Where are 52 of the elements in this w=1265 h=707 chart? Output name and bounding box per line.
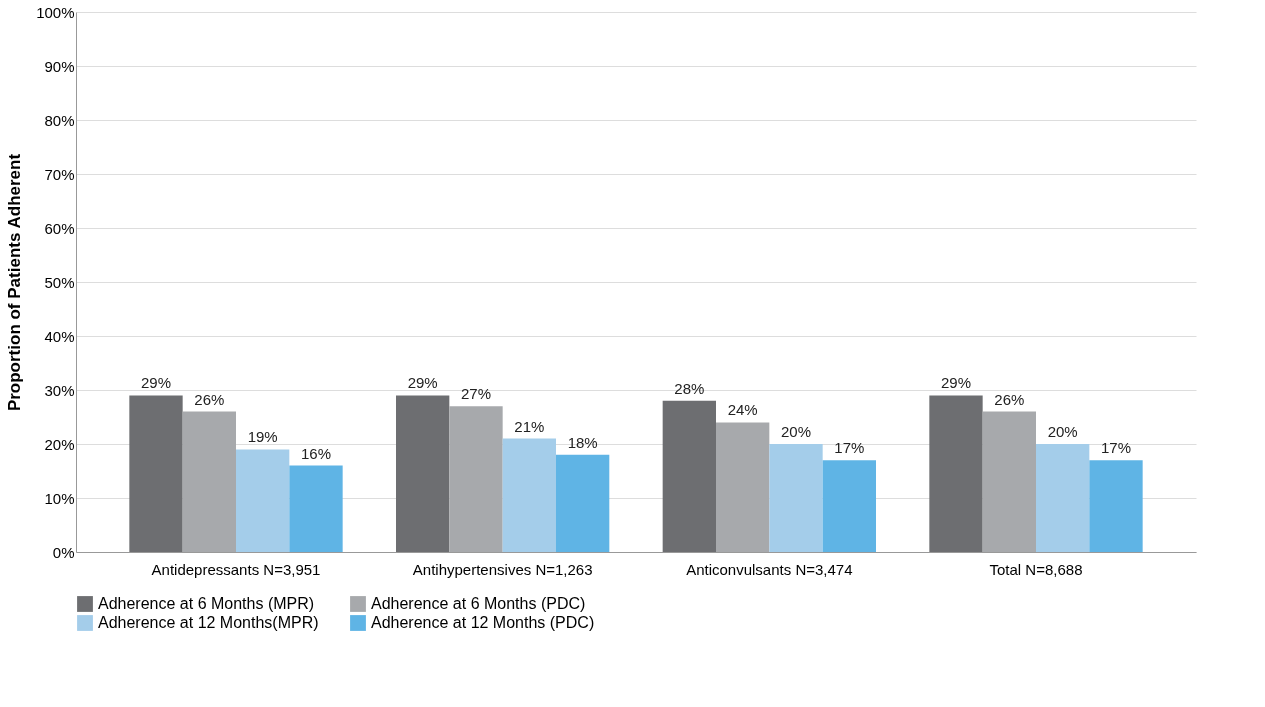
y-tick-label: 30% [44, 381, 75, 399]
y-tick-label: 60% [44, 219, 75, 237]
bar [929, 395, 983, 552]
bar [662, 400, 716, 552]
data-label: 19% [247, 428, 278, 446]
bar [1089, 460, 1143, 552]
legend-label: Adherence at 6 Months (MPR) [98, 595, 315, 612]
legend-label: Adherence at 12 Months(MPR) [98, 614, 319, 631]
data-label: 20% [780, 423, 812, 440]
bar [289, 465, 343, 552]
data-label: 17% [1100, 439, 1132, 457]
data-label: 27% [460, 385, 492, 403]
bar [822, 460, 876, 552]
bar [1036, 444, 1090, 552]
y-axis-title: Proportion of Patients Adherent [5, 153, 25, 412]
y-tick-label: 70% [44, 165, 75, 183]
data-label: 29% [940, 374, 972, 392]
data-label: 21% [514, 417, 545, 435]
x-tick-label: Anticonvulsants N=3,474 [686, 560, 853, 578]
bar [502, 438, 556, 552]
y-tick-label: 100% [36, 3, 75, 21]
y-tick-label: 0% [52, 543, 75, 561]
x-tick-label: Antihypertensives N=1,263 [412, 560, 593, 578]
data-label: 20% [1047, 423, 1078, 440]
bar [182, 411, 236, 552]
bar [556, 454, 610, 552]
bar [769, 444, 823, 552]
data-label: 17% [834, 439, 865, 457]
bar [716, 422, 770, 552]
data-label: 24% [727, 401, 758, 419]
data-label: 16% [300, 444, 332, 462]
y-tick-label: 20% [44, 435, 75, 453]
y-tick-label: 40% [44, 327, 75, 345]
x-tick-label: Antidepressants N=3,951 [151, 560, 321, 578]
y-tick-label: 50% [44, 273, 75, 291]
data-label: 28% [674, 379, 705, 397]
legend-label: Adherence at 6 Months (PDC) [371, 595, 586, 612]
y-tick-label: 10% [44, 489, 75, 507]
data-label: 29% [407, 374, 438, 392]
data-label: 26% [994, 390, 1025, 408]
bar [129, 395, 183, 552]
data-label: 18% [567, 433, 598, 451]
data-label: 29% [140, 374, 172, 392]
x-tick-label: Total N=8,688 [989, 560, 1083, 578]
bar [982, 411, 1036, 552]
bar [236, 449, 290, 552]
legend-label: Adherence at 12 Months (PDC) [371, 614, 595, 631]
bar [396, 395, 450, 552]
data-label: 26% [194, 390, 225, 408]
y-tick-label: 90% [44, 57, 75, 75]
bar [449, 406, 503, 552]
y-tick-label: 80% [44, 111, 75, 129]
